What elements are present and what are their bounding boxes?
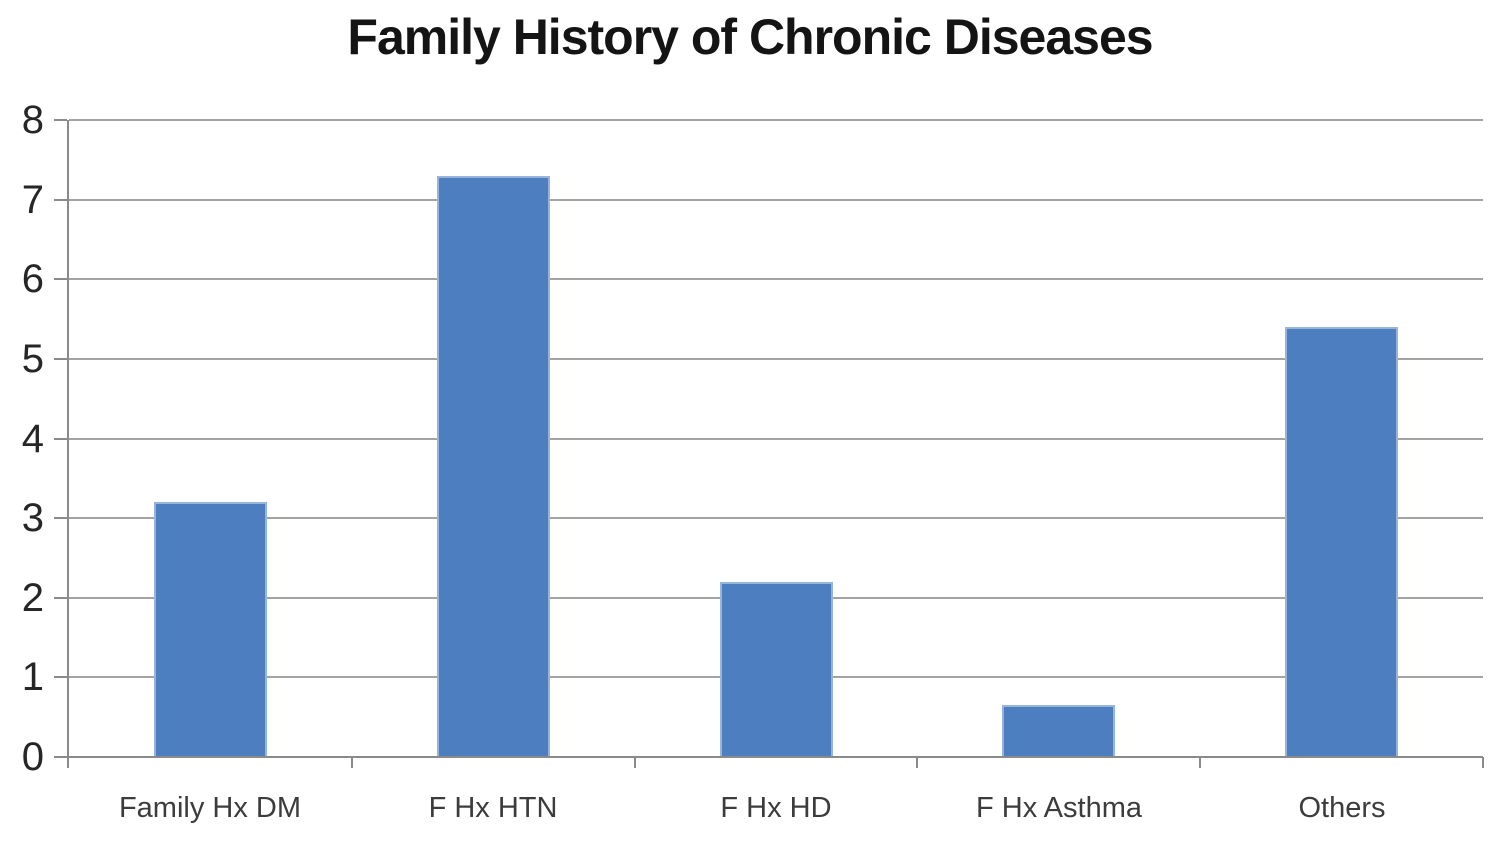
y-tick-label: 1 — [21, 655, 44, 700]
bar — [720, 581, 833, 757]
y-tick — [54, 437, 67, 440]
y-tick — [54, 676, 67, 679]
y-tick — [54, 119, 67, 121]
bar — [1002, 705, 1115, 757]
bar — [437, 175, 550, 757]
y-tick — [54, 278, 67, 281]
x-tick — [916, 757, 918, 768]
y-tick — [54, 517, 67, 520]
x-tick — [1199, 757, 1201, 768]
y-tick-label: 5 — [21, 336, 44, 381]
x-category-label: F Hx HTN — [428, 792, 558, 824]
gridline — [69, 357, 1483, 360]
gridline — [69, 517, 1483, 520]
x-tick — [351, 757, 353, 768]
y-tick-label: 6 — [21, 257, 44, 302]
gridline — [69, 437, 1483, 440]
y-axis-line — [67, 120, 69, 768]
y-tick-label: 7 — [21, 177, 44, 222]
x-tick — [67, 757, 69, 768]
x-axis-line — [67, 756, 1483, 758]
y-tick-label: 2 — [21, 575, 44, 620]
chart-title: Family History of Chronic Diseases — [347, 9, 1153, 65]
y-tick — [54, 198, 67, 201]
bar — [154, 502, 267, 757]
y-tick-label: 0 — [21, 735, 44, 779]
x-tick — [634, 757, 636, 768]
bar — [1285, 327, 1398, 757]
x-tick — [1482, 757, 1484, 768]
gridline — [69, 278, 1483, 281]
y-tick — [54, 596, 67, 599]
y-tick — [54, 357, 67, 360]
y-tick — [54, 756, 67, 758]
x-category-label: Family Hx DM — [118, 792, 302, 824]
gridline — [69, 198, 1483, 201]
x-category-label: F Hx HD — [720, 792, 832, 824]
gridline — [69, 119, 1483, 121]
x-category-label: F Hx Asthma — [976, 792, 1142, 824]
y-tick-label: 4 — [21, 416, 44, 461]
plot-area — [54, 119, 1484, 768]
y-tick-label: 3 — [21, 496, 44, 541]
y-tick-label: 8 — [21, 98, 44, 142]
x-category-label: Others — [1298, 792, 1386, 824]
